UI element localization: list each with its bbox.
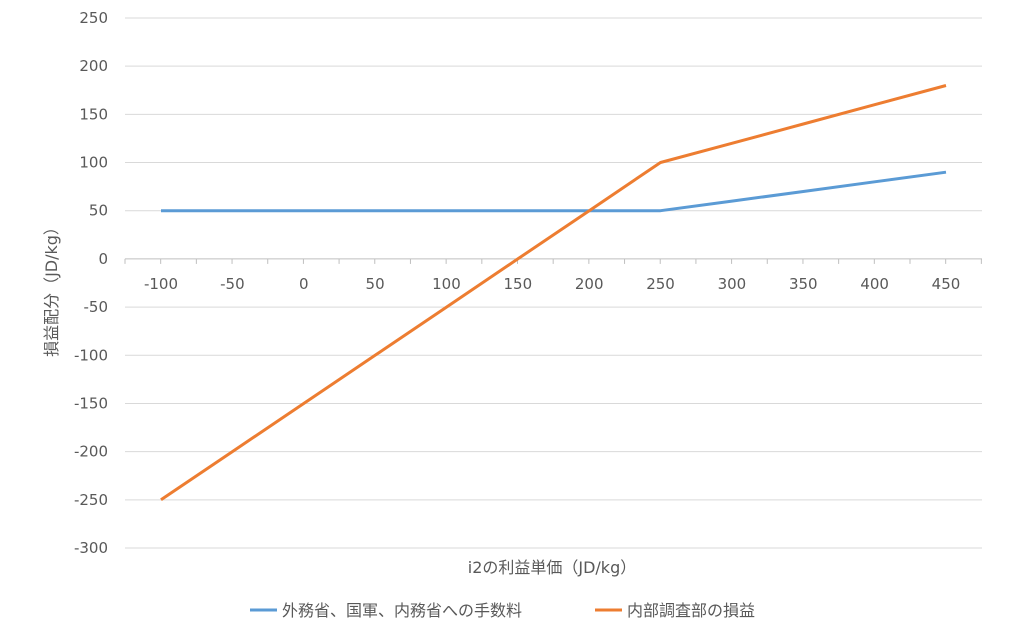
- gridlines: [125, 17, 982, 549]
- y-tick-labels: 250 200 150 100 50 0 -50 -100 -150 -200 -250 -300: [74, 9, 108, 557]
- y-tick-label: -150: [74, 394, 108, 412]
- legend-label-1: 内部調査部の損益: [627, 601, 755, 620]
- x-tick-label: 50: [366, 275, 385, 293]
- y-tick-label: -50: [84, 298, 109, 316]
- series-line-0: [161, 170, 947, 213]
- y-tick-label: 200: [79, 57, 108, 75]
- x-tick-labels: -100 -50 0 50 100 150 200 250 300 350 400 450: [144, 275, 960, 293]
- x-tick-label: 300: [718, 275, 747, 293]
- y-tick-label: 50: [89, 202, 108, 220]
- x-tick-label: 200: [575, 275, 604, 293]
- x-tick-label: 100: [432, 275, 461, 293]
- legend: 外務省、国軍、内務省への手数料 内部調査部の損益: [250, 601, 755, 620]
- y-tick-label: -300: [74, 539, 108, 557]
- x-tick-label: 350: [789, 275, 818, 293]
- y-tick-label: 100: [79, 154, 108, 172]
- series-line-1: [160, 84, 947, 502]
- x-tick-label: 400: [860, 275, 889, 293]
- y-axis-title: 損益配分（JD/kg）: [42, 219, 61, 357]
- legend-label-0: 外務省、国軍、内務省への手数料: [282, 601, 522, 620]
- y-tick-label: -200: [74, 443, 108, 461]
- x-tick-label: 0: [299, 275, 309, 293]
- x-tick-label: -100: [144, 275, 178, 293]
- x-tick-label: 150: [503, 275, 532, 293]
- x-axis-title: i2の利益単価（JD/kg）: [468, 558, 636, 577]
- y-tick-label: 150: [79, 105, 108, 123]
- y-tick-label: 0: [98, 250, 108, 268]
- y-tick-label: -250: [74, 491, 108, 509]
- x-tick-label: 450: [932, 275, 961, 293]
- x-axis: [124, 258, 982, 264]
- series-lines: [160, 84, 947, 502]
- x-tick-label: -50: [220, 275, 245, 293]
- y-tick-label: -100: [74, 346, 108, 364]
- x-tick-label: 250: [646, 275, 675, 293]
- y-tick-label: 250: [79, 9, 108, 27]
